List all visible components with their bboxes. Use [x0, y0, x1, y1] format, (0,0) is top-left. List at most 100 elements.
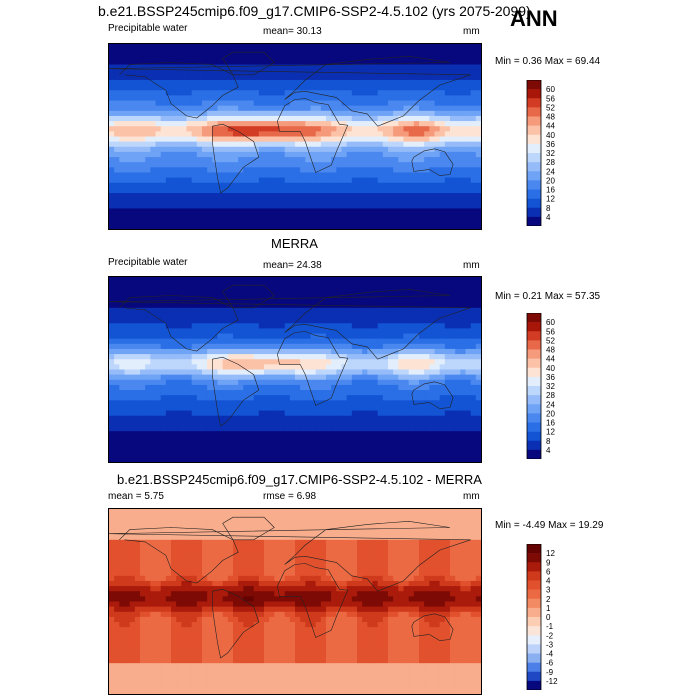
map-cell: [196, 54, 203, 60]
map-cell: [398, 110, 404, 117]
map-cell: [202, 54, 208, 60]
map-cell: [155, 59, 162, 65]
map-cell: [150, 64, 156, 71]
map-cell: [326, 172, 332, 179]
map-cell: [388, 64, 394, 71]
map-cell: [413, 379, 420, 386]
map-cell: [439, 307, 446, 314]
map-cell: [140, 312, 146, 319]
map-cell: [465, 287, 472, 293]
map-cell: [264, 95, 270, 101]
map-cell: [362, 167, 368, 173]
map-cell: [212, 151, 218, 158]
map-cell: [196, 441, 203, 447]
map-cell: [377, 59, 384, 65]
map-cell: [372, 307, 379, 314]
map-cell: [134, 374, 141, 381]
map-cell: [429, 431, 435, 437]
map-cell: [403, 136, 410, 143]
map-cell: [233, 359, 239, 365]
map-cell: [248, 395, 255, 401]
map-cell: [413, 410, 420, 417]
map-cell: [470, 338, 477, 345]
map-cell: [388, 218, 394, 225]
map-cell: [165, 79, 172, 86]
map-cell: [424, 436, 430, 442]
map-cell: [475, 131, 481, 137]
map-cell: [145, 405, 151, 412]
map-cell: [258, 312, 265, 319]
map-cell: [320, 146, 327, 153]
map-cell: [310, 359, 317, 365]
map-cell: [212, 426, 218, 432]
map-cell: [367, 69, 373, 76]
map-cell: [238, 359, 244, 365]
colorbar-swatch: [527, 180, 541, 190]
map-cell: [186, 126, 193, 132]
colorbar-tick-label: 36: [546, 140, 555, 149]
map-cell: [455, 131, 461, 137]
map-cell: [109, 338, 115, 345]
map-cell: [222, 141, 229, 148]
map-cell: [258, 193, 265, 199]
map-cell: [212, 167, 218, 173]
map-cell: [403, 384, 410, 391]
map-cell: [181, 282, 187, 288]
map-cell: [253, 213, 260, 220]
map-cell: [217, 85, 224, 91]
map-cell: [196, 100, 203, 107]
map-cell: [377, 193, 384, 199]
map-cell: [403, 85, 410, 91]
map-cell: [295, 218, 301, 225]
map-cell: [196, 74, 203, 81]
map-cell: [377, 420, 384, 427]
map-cell: [450, 292, 456, 298]
map-cell: [408, 318, 415, 324]
map-cell: [413, 198, 420, 204]
map-cell: [227, 74, 234, 81]
map-cell: [243, 318, 249, 324]
map-cell: [424, 49, 430, 55]
map-cell: [227, 395, 234, 401]
map-cell: [212, 297, 218, 304]
map-cell: [341, 146, 348, 153]
map-cell: [217, 115, 224, 122]
map-cell: [109, 318, 115, 324]
map-cell: [129, 277, 136, 283]
map-cell: [155, 182, 162, 189]
map-cell: [274, 343, 280, 350]
map-cell: [258, 359, 265, 365]
map-cell: [424, 359, 430, 365]
map-cell: [326, 431, 332, 437]
map-cell: [134, 74, 141, 81]
map-cell: [346, 359, 353, 365]
map-cell: [140, 44, 146, 50]
map-cell: [393, 374, 399, 381]
map-cell: [434, 415, 441, 422]
map-cell: [455, 369, 461, 376]
map-cell: [284, 126, 291, 132]
map-cell: [171, 287, 177, 293]
map-cell: [207, 420, 213, 427]
map-cell: [269, 277, 275, 283]
map-cell: [346, 282, 353, 288]
map-cell: [284, 182, 291, 189]
map-cell: [155, 218, 162, 225]
map-cell: [119, 131, 125, 137]
map-cell: [258, 54, 265, 60]
map-cell: [140, 431, 146, 437]
map-cell: [455, 323, 461, 329]
map-cell: [439, 302, 446, 309]
map-cell: [171, 312, 177, 319]
map-cell: [134, 69, 141, 76]
map-cell: [165, 420, 172, 427]
map-cell: [295, 338, 301, 345]
map-cell: [465, 167, 472, 173]
map-cell: [377, 395, 384, 401]
map-cell: [207, 307, 213, 314]
map-cell: [429, 115, 435, 122]
map-cell: [434, 302, 441, 309]
map-cell: [331, 110, 337, 117]
map-cell: [212, 307, 218, 314]
map-cell: [331, 348, 337, 355]
